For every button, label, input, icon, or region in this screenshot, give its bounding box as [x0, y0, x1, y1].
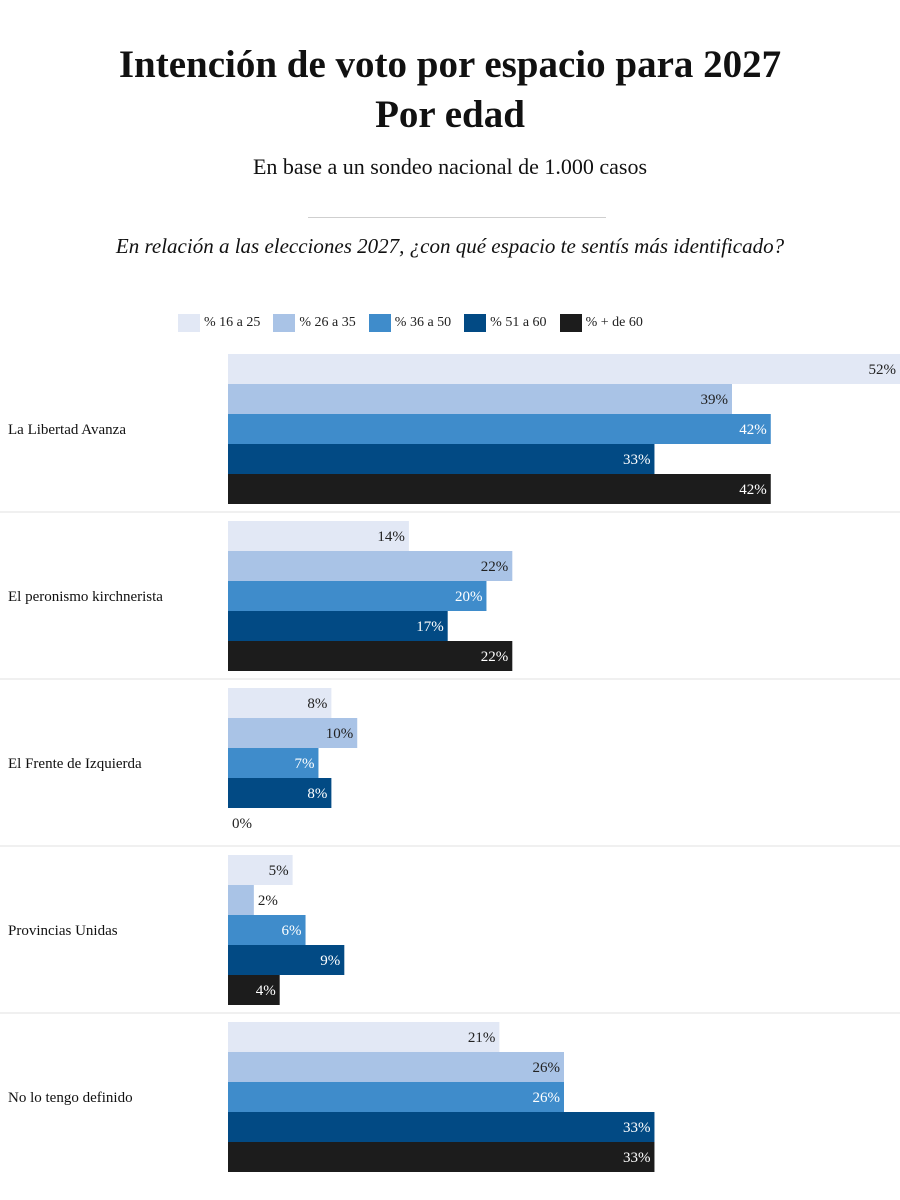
data-label: 8% [307, 786, 327, 802]
chart-title: Intención de voto por espacio para 2027 [118, 43, 782, 86]
data-label: 7% [294, 756, 314, 772]
legend-item: % + de 60 [559, 314, 643, 332]
legend-item: % 16 a 25 [178, 314, 260, 332]
bar [228, 975, 280, 1005]
bar [228, 581, 487, 611]
category-label: El peronismo kirchnerista [8, 589, 163, 605]
data-label: 20% [455, 589, 483, 605]
data-label: 17% [416, 619, 444, 635]
bar [228, 1022, 500, 1052]
legend-item: % 26 a 35 [273, 314, 356, 332]
data-label: 52% [869, 362, 897, 378]
data-label: 6% [282, 923, 302, 939]
bar [228, 611, 448, 641]
bar [228, 748, 319, 778]
data-label: 22% [481, 649, 509, 665]
data-label: 33% [623, 1120, 651, 1136]
data-label: 4% [256, 983, 276, 999]
bar [228, 414, 771, 444]
legend-label: % 26 a 35 [299, 315, 356, 330]
category-label: Provincias Unidas [8, 923, 118, 939]
data-label: 42% [739, 482, 767, 498]
data-label: 0% [232, 816, 252, 832]
data-label: 33% [623, 1150, 651, 1166]
data-label: 14% [377, 529, 405, 545]
survey-question: En relación a las elecciones 2027, ¿con … [115, 234, 785, 258]
category-label: La Libertad Avanza [8, 422, 126, 438]
bar [228, 688, 332, 718]
data-label: 42% [739, 422, 767, 438]
bar [228, 945, 345, 975]
legend-swatch [178, 314, 200, 332]
legend-swatch [559, 314, 582, 332]
bar [228, 354, 900, 384]
legend-label: % 51 a 60 [490, 315, 547, 330]
legend-item: % 36 a 50 [368, 314, 452, 332]
bar [228, 1052, 564, 1082]
legend-swatch [368, 314, 391, 332]
survey-note: En base a un sondeo nacional de 1.000 ca… [252, 154, 648, 179]
bar [228, 521, 409, 551]
bar [228, 718, 358, 748]
bar [228, 641, 513, 671]
legend-label: % 16 a 25 [204, 315, 261, 330]
legend-swatch [273, 314, 296, 332]
data-label: 22% [481, 559, 509, 575]
legend-label: % 36 a 50 [394, 315, 452, 330]
legend-item: % 51 a 60 [464, 314, 547, 332]
chart-subtitle-title: Por edad [375, 93, 525, 136]
bar [228, 474, 771, 504]
data-label: 9% [320, 953, 340, 969]
bar [228, 1142, 655, 1172]
bar [228, 1082, 564, 1112]
bar [228, 885, 254, 915]
bar [228, 444, 655, 474]
data-label: 8% [307, 696, 327, 712]
data-label: 5% [269, 863, 289, 879]
legend-swatch [464, 314, 487, 332]
bar [228, 855, 293, 885]
bar [228, 915, 306, 945]
data-label: 26% [533, 1090, 561, 1106]
data-label: 2% [258, 893, 278, 909]
legend-label: % + de 60 [585, 315, 643, 330]
category-label: No lo tengo definido [8, 1090, 133, 1106]
header-divider [308, 217, 606, 218]
data-label: 33% [623, 452, 651, 468]
chart-legend: % 16 a 25 % 26 a 35 % 36 a 50 % 51 a 60 % + … [178, 313, 656, 333]
bar [228, 1112, 655, 1142]
data-label: 26% [533, 1060, 561, 1076]
category-label: El Frente de Izquierda [8, 756, 142, 772]
bar [228, 551, 513, 581]
bar [228, 384, 732, 414]
bar [228, 778, 332, 808]
data-label: 21% [468, 1030, 496, 1046]
data-label: 10% [326, 726, 354, 742]
data-label: 39% [701, 392, 729, 408]
